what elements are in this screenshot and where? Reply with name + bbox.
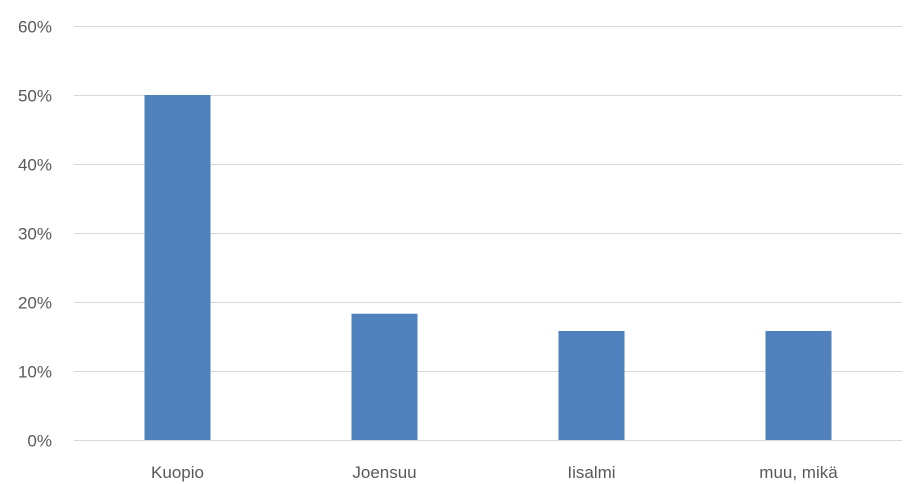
x-tick-label: muu, mikä [759, 463, 838, 482]
y-tick-label: 0% [27, 432, 52, 451]
x-tick-label: Iisalmi [567, 463, 615, 482]
bars [144, 95, 832, 440]
y-tick-label: 40% [18, 156, 52, 175]
x-tick-label: Joensuu [352, 463, 416, 482]
y-axis-ticks: 0% 10% 20% 30% 40% 50% 60% [18, 18, 52, 451]
y-tick-label: 50% [18, 87, 52, 106]
x-tick-label: Kuopio [151, 463, 204, 482]
bar [144, 95, 211, 440]
bar [765, 330, 832, 440]
y-tick-label: 10% [18, 363, 52, 382]
x-axis-ticks: Kuopio Joensuu Iisalmi muu, mikä [151, 463, 838, 482]
y-tick-label: 20% [18, 294, 52, 313]
gridlines [74, 26, 902, 441]
bar [558, 330, 625, 440]
y-tick-label: 60% [18, 18, 52, 37]
bar [351, 313, 418, 440]
y-tick-label: 30% [18, 225, 52, 244]
